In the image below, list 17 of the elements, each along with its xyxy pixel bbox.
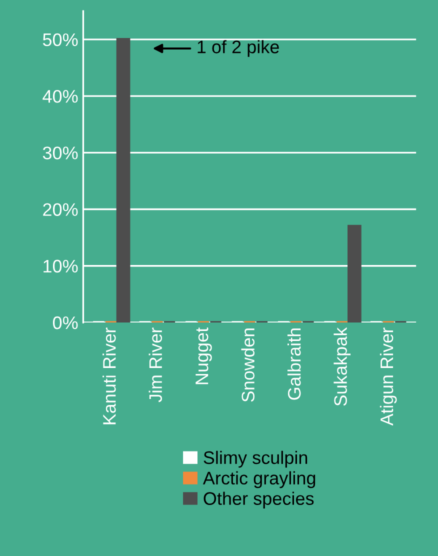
y-tick-label: 20%	[43, 203, 78, 216]
y-tick-label: 40%	[42, 90, 78, 103]
legend-label: Slimy sculpin	[204, 450, 308, 468]
legend-label: Other species	[204, 492, 314, 509]
y-tick-label: 30%	[42, 146, 78, 160]
x-tick-label: Nugget	[196, 327, 212, 384]
x-tick-label: Galbraith	[287, 328, 301, 400]
x-tick-label: Sukakpak	[334, 327, 351, 406]
x-tick-label: Atigun River	[380, 328, 397, 426]
legend-label: Arctic grayling	[202, 471, 316, 488]
y-tick-label: 50%	[42, 33, 78, 46]
annotation: 1 of 2 pike	[198, 40, 279, 57]
x-tick-label: Kanuti River	[102, 328, 116, 424]
y-tick-label: 0%	[52, 316, 78, 330]
y-tick-label: 10%	[44, 260, 78, 273]
x-tick-label: Snowden	[241, 328, 255, 402]
x-tick-label: Jim River	[148, 328, 162, 402]
